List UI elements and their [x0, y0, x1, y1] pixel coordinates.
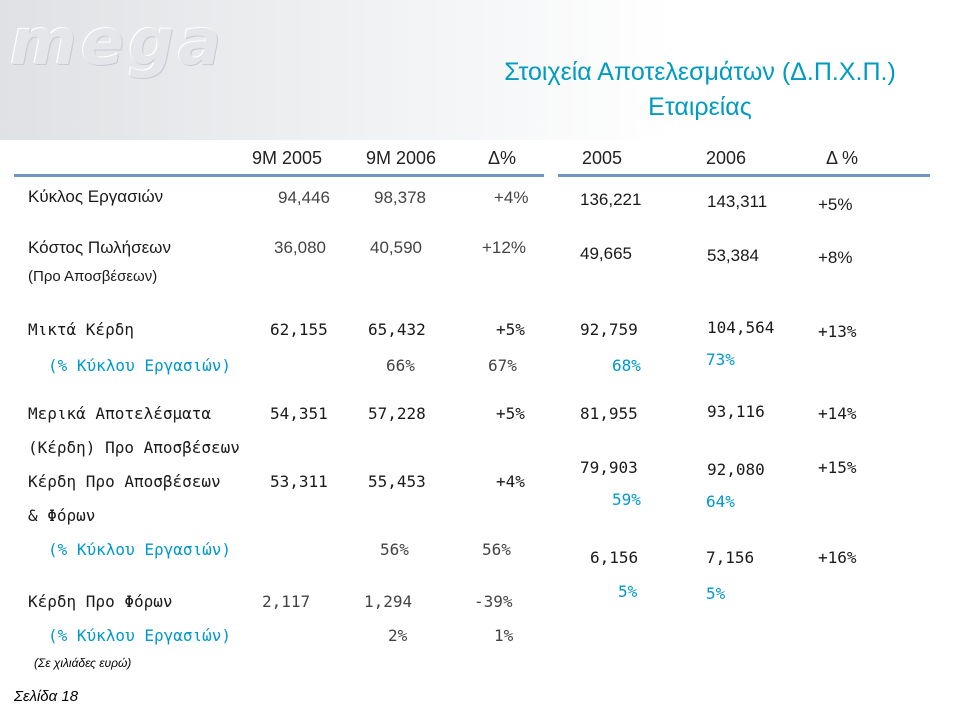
ebitda-pct-2006: 64% — [706, 492, 735, 511]
ebt-9m-2006: 1,294 — [364, 592, 413, 611]
partial-9m-2005: 54,351 — [270, 404, 328, 423]
partial-9m-2006: 57,228 — [368, 404, 426, 423]
partial-delta-year: +14% — [818, 404, 857, 423]
ebt-pct-delta-9m: 1% — [494, 626, 514, 645]
ebitda-delta-year: +15% — [818, 458, 857, 477]
year-value-2005: 6,156 — [590, 548, 639, 567]
ebitda-pct-2005: 59% — [612, 490, 641, 509]
partial-delta-9m: +5% — [496, 404, 525, 423]
row-label-gross: Μικτά Κέρδη — [28, 320, 134, 339]
page-number: Σελίδα 18 — [14, 688, 79, 705]
ebt-pct-9m-2006: 2% — [388, 626, 408, 645]
ebitda-2005: 79,903 — [580, 458, 638, 477]
ebitda-9m-2005: 53,311 — [270, 472, 328, 491]
header-rule-left — [14, 174, 544, 177]
gross-9m-2005: 62,155 — [270, 320, 328, 339]
row-label-cost: Κόστος Πωλήσεων — [28, 238, 171, 257]
header-9m-2005: 9M 2005 — [252, 148, 323, 168]
gross-9m-2006: 65,432 — [368, 320, 426, 339]
cost-9m-2006: 40,590 — [370, 238, 422, 257]
title-line-2: Εταιρείας — [648, 93, 752, 121]
mega-logo: mega — [10, 6, 226, 80]
partial-2005: 81,955 — [580, 404, 638, 423]
sales-delta-year: +5% — [818, 195, 853, 214]
footnote-currency: (Σε χιλιάδες ευρώ) — [34, 656, 132, 670]
ebitda-pct-delta-9m: 56% — [482, 540, 511, 559]
ebitda-pct-9m-2006: 56% — [380, 540, 409, 559]
header-delta-9m: Δ% — [488, 148, 517, 168]
cost-delta-year: +8% — [818, 248, 853, 267]
cost-2005: 49,665 — [580, 244, 632, 263]
cost-2006: 53,384 — [707, 246, 759, 265]
year-pct-2006: 5% — [706, 584, 726, 603]
title-line-1: Στοιχεία Αποτελεσμάτων (Δ.Π.Χ.Π.) — [504, 58, 896, 86]
header-delta-year: Δ % — [826, 148, 859, 168]
header-2006: 2006 — [706, 148, 747, 168]
header-9m-2006: 9M 2006 — [366, 148, 437, 168]
logo-band — [0, 0, 960, 140]
ebt-9m-2005: 2,117 — [262, 592, 311, 611]
ebitda-9m-2006: 55,453 — [368, 472, 426, 491]
partial-2006: 93,116 — [707, 402, 765, 421]
cost-delta-9m: +12% — [482, 238, 526, 257]
row-label-partial: Μερικά Αποτελέσματα — [28, 404, 212, 423]
year-value-delta: +16% — [818, 548, 857, 567]
row-label-ebt: Κέρδη Προ Φόρων — [28, 592, 173, 611]
gross-2006: 104,564 — [707, 318, 775, 337]
ebitda-2006: 92,080 — [707, 460, 765, 479]
gross-2005: 92,759 — [580, 320, 638, 339]
sales-9m-2005: 94,446 — [278, 188, 330, 207]
gross-delta-9m: +5% — [496, 320, 525, 339]
year-value-2006: 7,156 — [706, 548, 755, 567]
header-rule-right — [558, 174, 930, 177]
cost-9m-2005: 36,080 — [274, 238, 326, 257]
row-label-sales: Κύκλος Εργασιών — [28, 187, 164, 206]
row-label-ebt-pct: (% Κύκλου Εργασιών) — [48, 626, 232, 645]
sales-2005: 136,221 — [580, 190, 642, 209]
sales-9m-2006: 98,378 — [374, 188, 426, 207]
sales-2006: 143,311 — [707, 192, 768, 211]
page-title: Στοιχεία Αποτελεσμάτων (Δ.Π.Χ.Π.) Εταιρε… — [440, 55, 960, 125]
ebitda-delta-9m: +4% — [496, 472, 525, 491]
gross-pct-2006: 73% — [706, 350, 735, 369]
row-label-ebitda-pct: (% Κύκλου Εργασιών) — [48, 540, 232, 559]
gross-pct-delta-9m: 67% — [488, 356, 517, 375]
row-label-ebitda-2: & Φόρων — [28, 506, 96, 525]
row-label-gross-pct: (% Κύκλου Εργασιών) — [48, 356, 232, 375]
header-2005: 2005 — [582, 148, 623, 168]
ebt-delta-9m: -39% — [474, 592, 513, 611]
row-sublabel-cost: (Προ Αποσβέσεων) — [28, 268, 158, 285]
row-label-ebitda: Κέρδη Προ Αποσβέσεων — [28, 472, 221, 491]
gross-pct-9m-2006: 66% — [386, 356, 415, 375]
gross-pct-2005: 68% — [612, 356, 641, 375]
sales-delta-9m: +4% — [494, 188, 529, 207]
row-sublabel-partial: (Κέρδη) Προ Αποσβέσεων — [28, 438, 240, 457]
year-pct-2005: 5% — [618, 582, 638, 601]
gross-delta-year: +13% — [818, 322, 857, 341]
